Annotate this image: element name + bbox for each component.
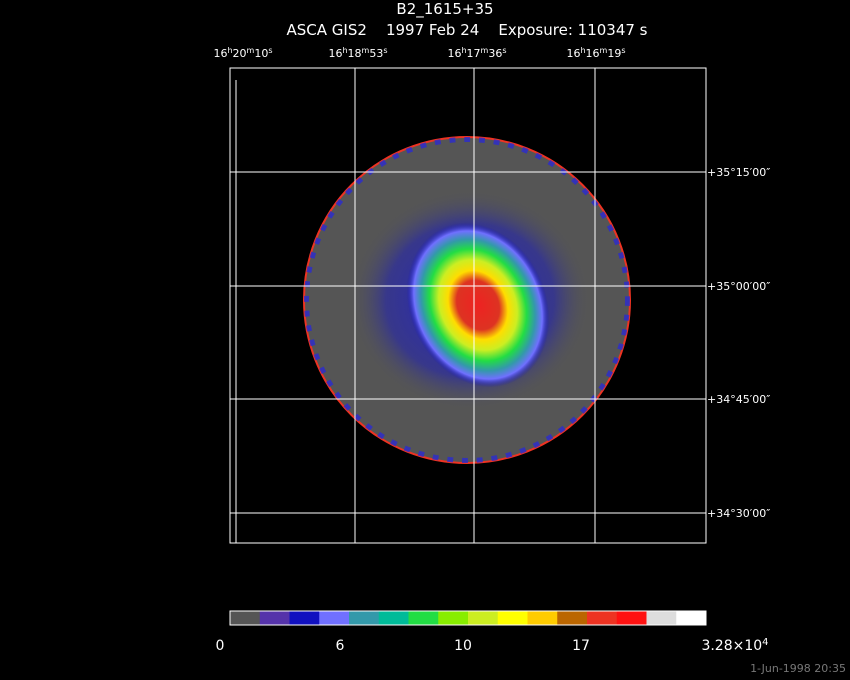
ra-label-part: 53 [369,47,383,60]
ra-label-part: s [621,46,625,55]
dec-label: +34°30′00″ [707,507,770,520]
ra-label-part: 16 [586,47,600,60]
title: B2_1615+35 [396,0,493,19]
ra-label-part: m [600,46,608,55]
colorbar-swatch [468,611,499,625]
colorbar-swatch [259,611,290,625]
ra-label-part: h [580,46,585,55]
colorbar-tick-label: 10 [454,638,472,654]
ra-label-part: 36 [488,47,502,60]
dec-label: +35°15′00″ [707,166,770,179]
ra-label: 16h16m19s [566,46,625,61]
colorbar-swatch [587,611,618,625]
mantissa: 3.28×10 [701,638,762,654]
colorbar-swatch [646,611,677,625]
colorbar-swatch [497,611,528,625]
colorbar-swatch [408,611,439,625]
colorbar-swatch [557,611,588,625]
colorbar-swatch [319,611,350,625]
dec-label: +34°45′00″ [707,393,770,406]
subtitle: ASCA GIS2 1997 Feb 24 Exposure: 110347 s [286,21,647,39]
dec-label: +35°00′00″ [707,280,770,293]
ra-label-part: h [227,46,232,55]
ra-label-part: h [342,46,347,55]
colorbar-swatch [349,611,380,625]
ra-label-part: m [362,46,370,55]
ra-label-part: m [247,46,255,55]
ra-label-part: 18 [348,47,362,60]
ra-label-part: 16 [447,47,461,60]
colorbar-swatch [616,611,647,625]
ra-label: 16h18m53s [328,46,387,61]
image [303,136,631,464]
ra-label-part: 19 [607,47,621,60]
colorbar-tick-label: 0 [216,638,225,654]
ra-label: 16h17m36s [447,46,506,61]
ra-label-part: 17 [467,47,481,60]
colorbar-max-label: 3.28×104 [701,637,768,655]
ra-label-part: 20 [233,47,247,60]
ra-label-part: 16 [213,47,227,60]
ra-label-part: 16 [328,47,342,60]
ra-label-part: s [383,46,387,55]
ra-label: 16h20m10s [213,46,272,61]
colorbar-swatch [527,611,558,625]
coordinate-grid [229,67,707,544]
colorbar-frame [229,610,707,626]
ra-label-part: 16 [566,47,580,60]
timestamp: 1-Jun-1998 20:35 [750,662,846,675]
exponent: 4 [762,637,768,648]
ra-label-part: s [268,46,272,55]
ra-label-part: s [502,46,506,55]
colorbar-swatch [676,611,707,625]
emission [304,137,630,463]
ra-label-part: h [461,46,466,55]
ra-label-part: 10 [254,47,268,60]
colorbar-swatch [289,611,320,625]
colorbar-swatch [438,611,469,625]
colorbar-swatch [230,611,261,625]
frame [229,67,707,544]
colorbar-swatch [378,611,409,625]
colorbar-tick-label: 17 [572,638,590,654]
colorbar-tick-label: 6 [336,638,345,654]
ra-label-part: m [481,46,489,55]
